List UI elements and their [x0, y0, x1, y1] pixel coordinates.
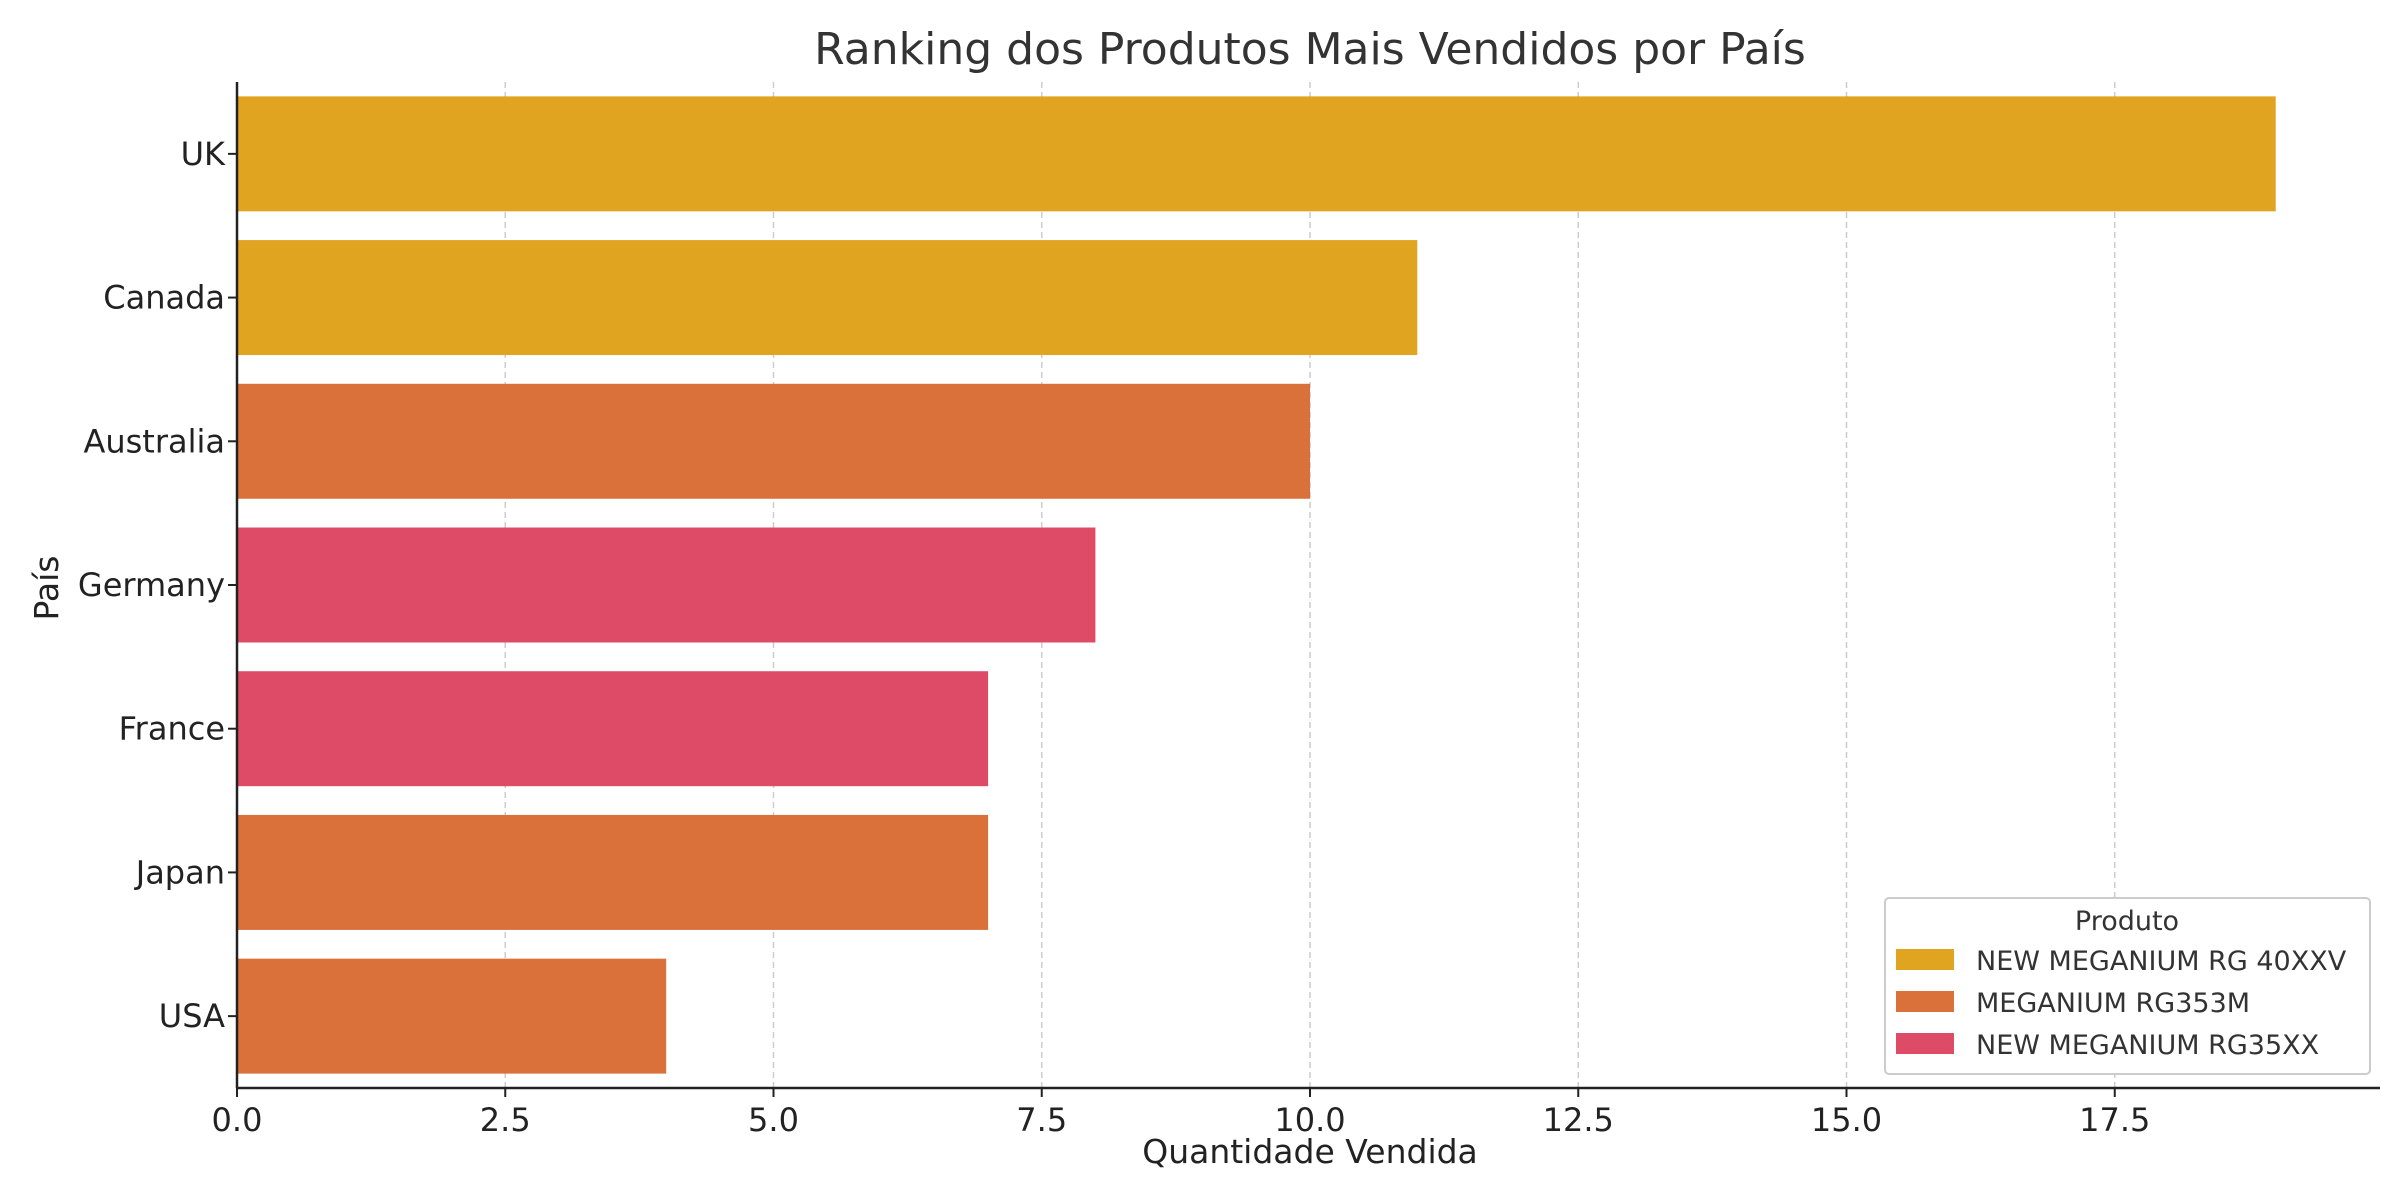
legend-label: MEGANIUM RG353M — [1976, 988, 2250, 1019]
x-tick-label: 15.0 — [1811, 1101, 1882, 1139]
x-axis-label: Quantidade Vendida — [1142, 1132, 1478, 1171]
legend-frame — [1884, 897, 2371, 1075]
bars-layer — [237, 96, 2276, 1074]
x-tick-label: 2.5 — [480, 1101, 531, 1139]
bar-australia — [237, 383, 1310, 499]
legend-label: NEW MEGANIUM RG 40XXV — [1976, 946, 2347, 977]
bar-japan — [237, 814, 989, 930]
bar-canada — [237, 240, 1418, 356]
axes-layer: 0.0 2.5 5.0 7.5 10.0 12.5 15.0 17.5 UK Canada Aust… — [78, 82, 2380, 1139]
y-axis-label: País — [27, 555, 66, 620]
x-tick-label: 12.5 — [1543, 1101, 1614, 1139]
y-tick-label: UK — [181, 135, 226, 173]
y-tick-label: Japan — [134, 853, 225, 891]
y-tick-label: Australia — [83, 422, 225, 460]
legend-swatch — [1896, 1033, 1954, 1054]
x-tick-label: 0.0 — [212, 1101, 263, 1139]
chart-title: Ranking dos Produtos Mais Vendidos por P… — [814, 24, 1806, 75]
bar-usa — [237, 958, 667, 1074]
bar-france — [237, 671, 989, 787]
y-tick-label: Canada — [103, 279, 225, 317]
x-tick-label: 10.0 — [1274, 1101, 1345, 1139]
bar-germany — [237, 527, 1096, 643]
bar-uk — [237, 96, 2276, 212]
legend-label: NEW MEGANIUM RG35XX — [1976, 1030, 2319, 1061]
y-tick-label: France — [119, 710, 225, 748]
y-tick-label: Germany — [78, 566, 225, 604]
x-tick-label: 7.5 — [1016, 1101, 1067, 1139]
legend-swatch — [1896, 949, 1954, 970]
x-tick-label: 17.5 — [2079, 1101, 2150, 1139]
x-tick-label: 5.0 — [748, 1101, 799, 1139]
legend-title: Produto — [2075, 906, 2179, 937]
legend: Produto NEW MEGANIUM RG 40XXV MEGANIUM RG… — [1884, 897, 2371, 1075]
legend-swatch — [1896, 991, 1954, 1012]
y-tick-label: USA — [159, 997, 225, 1035]
